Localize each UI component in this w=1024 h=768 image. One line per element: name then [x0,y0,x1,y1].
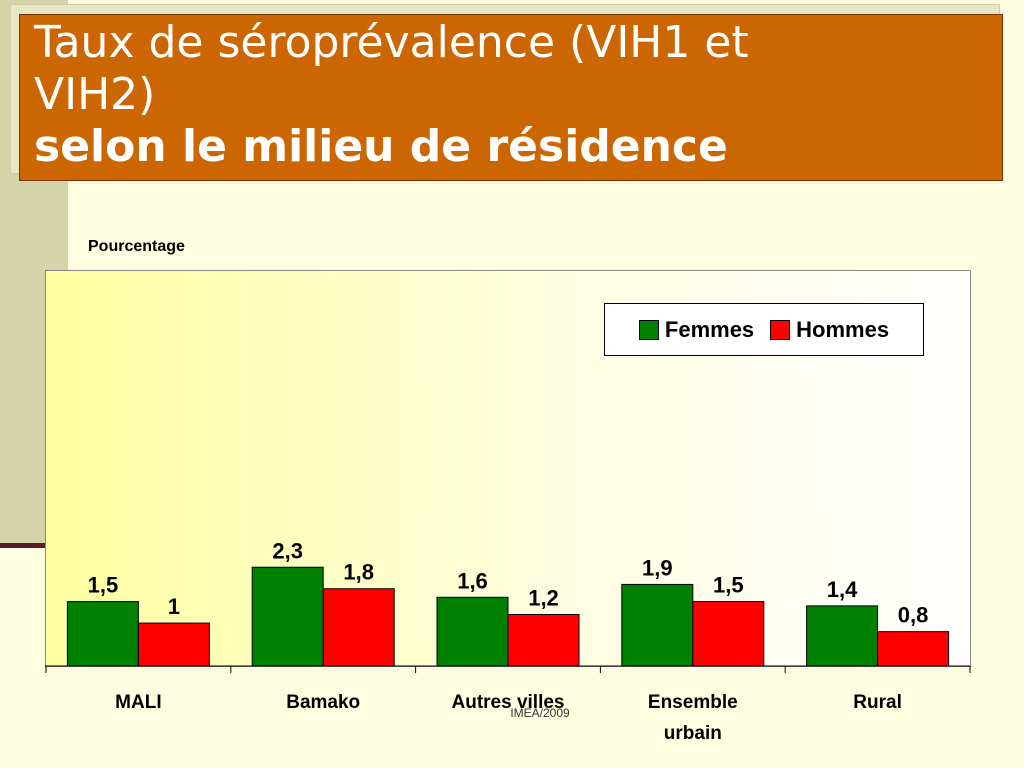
title-line-2: VIH2) [34,69,156,120]
legend-item-hommes: Hommes [770,317,889,343]
footer-credit: IMEA/2009 [510,706,570,720]
data-label-femmes-2: 1,6 [457,568,488,593]
bar-hommes-1 [322,588,395,667]
x-tick-label-0: MALI [115,692,161,713]
y-axis-label: Pourcentage [88,238,185,255]
legend-label-hommes: Hommes [796,316,890,342]
bar-hommes-3 [692,601,765,667]
bar-hommes-2 [507,613,580,667]
legend-label-femmes: Femmes [664,316,755,342]
bar-femmes-3 [621,583,694,667]
bar-femmes-2 [436,596,509,667]
data-label-hommes-2: 1,2 [528,585,559,610]
data-label-femmes-3: 1,9 [642,555,673,580]
legend-swatch-hommes [770,319,791,340]
data-label-hommes-0: 1 [168,594,180,619]
x-tick-label-3: urbain [664,723,722,744]
legend-swatch-femmes [638,319,659,340]
legend-item-femmes: Femmes [638,316,755,343]
data-label-femmes-1: 2,3 [272,538,303,563]
bar-hommes-0 [137,622,210,667]
bar-femmes-0 [66,601,139,667]
data-label-hommes-1: 1,8 [343,560,374,585]
bar-hommes-4 [877,631,950,667]
x-tick-label-1: Bamako [286,692,360,713]
x-tick-label-2: Autres villes [452,692,565,713]
title-line-3: selon le milieu de résidence [34,121,728,172]
bar-femmes-1 [251,566,324,667]
x-tick-label-3: Ensemble [648,692,738,713]
data-label-femmes-0: 1,5 [88,573,119,598]
data-label-hommes-3: 1,5 [713,573,744,598]
data-label-hommes-4: 0,8 [898,603,929,628]
bar-femmes-4 [806,605,879,667]
chart-legend: Femmes Hommes [604,303,924,356]
slide-title: Taux de séroprévalence (VIH1 et VIH2) se… [19,14,1003,181]
title-line-1: Taux de séroprévalence (VIH1 et [34,17,749,68]
data-label-femmes-4: 1,4 [827,577,858,602]
side-decoration-rule [0,543,46,548]
x-tick-label-4: Rural [853,692,902,713]
